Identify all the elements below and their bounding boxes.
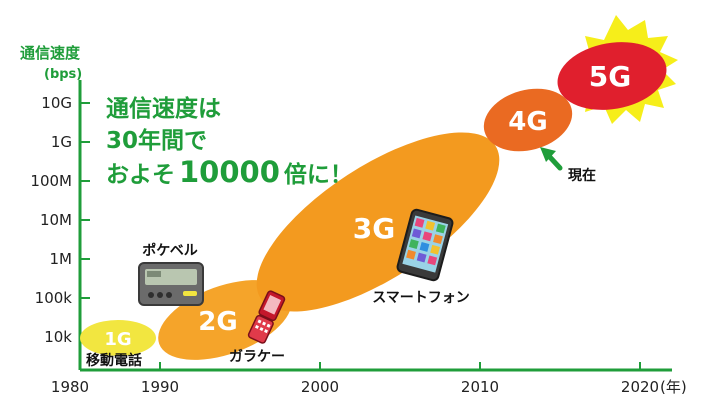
gen-label-2g: 2G	[198, 307, 237, 337]
current-arrow-icon	[540, 147, 563, 171]
x-axis-unit: (年)	[660, 378, 687, 396]
x-tick-label-2020: 2020	[621, 378, 659, 396]
caption-mobile-phone: 移動電話	[86, 352, 142, 369]
gen-ellipse-3g	[256, 132, 500, 312]
y-tick-label-10m: 10M	[40, 211, 72, 229]
gen-label-4g: 4G	[508, 107, 547, 137]
caption-current: 現在	[568, 167, 596, 184]
x-tick-marks	[159, 362, 641, 370]
gen-label-3g: 3G	[353, 212, 395, 245]
headline-line3-suffix: 倍に！	[284, 161, 353, 188]
gen-ellipse-1g	[80, 320, 156, 356]
y-tick-label-100k: 100k	[35, 289, 73, 307]
y-tick-labels: 10G 1G 100M 10M 1M 100k 10k	[30, 94, 72, 346]
y-axis-unit: (bps)	[44, 67, 82, 82]
y-tick-label-10g: 10G	[41, 94, 72, 112]
caption-feature-phone: ガラケー	[229, 349, 285, 365]
gen-label-5g: 5G	[589, 60, 631, 93]
headline-line3-prefix: およそ	[106, 162, 175, 188]
caption-smartphone: スマートフォン	[372, 290, 470, 306]
x-tick-label-1990: 1990	[141, 378, 179, 396]
y-tick-label-1m: 1M	[50, 250, 73, 268]
y-axis-title: 通信速度	[20, 44, 81, 62]
gen-label-1g: 1G	[104, 329, 131, 350]
headline-line2: 30年間で	[106, 127, 207, 154]
y-tick-label-10k: 10k	[44, 328, 72, 346]
caption-pager: ポケベル	[142, 242, 198, 259]
x-tick-label-2000: 2000	[301, 378, 339, 396]
headline-line3-number: 10000	[179, 155, 280, 189]
pager-icon	[138, 262, 204, 306]
y-tick-label-100m: 100M	[30, 172, 72, 190]
x-tick-label-1980: 1980	[51, 378, 89, 396]
x-tick-labels: 1980 1990 2000 2010 2020 (年)	[51, 378, 687, 396]
gen-ellipse-5g	[557, 42, 667, 110]
smartphone-icon	[396, 208, 454, 282]
headline-line1: 通信速度は	[106, 95, 221, 122]
headline: 通信速度は 30年間で およそ 10000 倍に！	[106, 95, 353, 189]
flip-phone-icon	[247, 290, 286, 344]
x-tick-label-2010: 2010	[461, 378, 499, 396]
gen-ellipse-4g	[483, 88, 573, 152]
y-tick-label-1g: 1G	[51, 133, 72, 151]
headline-line3: およそ 10000 倍に！	[106, 155, 353, 189]
